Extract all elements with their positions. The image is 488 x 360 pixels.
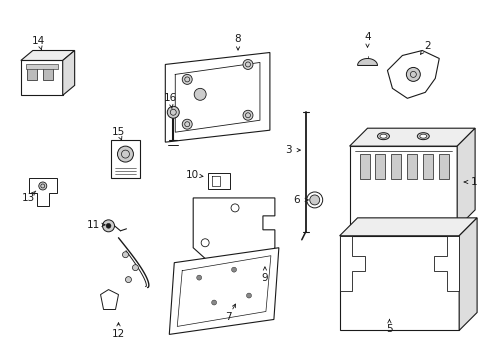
- Polygon shape: [339, 236, 458, 330]
- Polygon shape: [423, 154, 432, 179]
- Polygon shape: [359, 154, 369, 179]
- Polygon shape: [407, 154, 416, 179]
- Polygon shape: [110, 140, 140, 178]
- Polygon shape: [357, 58, 377, 66]
- Text: 1: 1: [470, 177, 476, 187]
- Text: 16: 16: [163, 93, 177, 103]
- Circle shape: [211, 300, 216, 305]
- Polygon shape: [339, 236, 364, 291]
- Circle shape: [182, 75, 192, 84]
- Polygon shape: [101, 289, 118, 310]
- Polygon shape: [42, 68, 53, 80]
- Polygon shape: [438, 154, 448, 179]
- Text: 2: 2: [423, 41, 430, 50]
- Text: 3: 3: [285, 145, 291, 155]
- Text: 11: 11: [87, 220, 100, 230]
- Text: 9: 9: [261, 273, 268, 283]
- Text: 4: 4: [364, 32, 370, 41]
- Polygon shape: [169, 248, 278, 334]
- Polygon shape: [456, 128, 474, 228]
- Text: 8: 8: [234, 33, 241, 44]
- Circle shape: [182, 119, 192, 129]
- Ellipse shape: [416, 133, 428, 140]
- Circle shape: [132, 265, 138, 271]
- Circle shape: [246, 293, 251, 298]
- Text: 7: 7: [224, 312, 231, 323]
- Circle shape: [194, 88, 206, 100]
- Polygon shape: [208, 173, 229, 189]
- Polygon shape: [349, 146, 456, 228]
- Ellipse shape: [379, 134, 386, 138]
- Polygon shape: [29, 178, 57, 206]
- Circle shape: [167, 106, 179, 118]
- Text: 10: 10: [185, 170, 198, 180]
- Polygon shape: [390, 154, 401, 179]
- Polygon shape: [165, 53, 269, 142]
- Text: 6: 6: [293, 195, 300, 205]
- Circle shape: [39, 182, 47, 190]
- Ellipse shape: [419, 134, 426, 138]
- Circle shape: [122, 252, 128, 258]
- Polygon shape: [62, 50, 75, 95]
- Circle shape: [243, 110, 252, 120]
- Polygon shape: [349, 128, 474, 146]
- Polygon shape: [339, 218, 476, 236]
- Polygon shape: [26, 64, 58, 69]
- Circle shape: [231, 267, 236, 272]
- Text: 12: 12: [112, 329, 125, 339]
- Circle shape: [306, 192, 322, 208]
- Ellipse shape: [377, 133, 388, 140]
- Text: 15: 15: [112, 127, 125, 137]
- Polygon shape: [27, 68, 37, 80]
- Circle shape: [117, 146, 133, 162]
- Circle shape: [243, 59, 252, 69]
- Polygon shape: [21, 60, 62, 95]
- Circle shape: [196, 275, 201, 280]
- Text: 13: 13: [22, 193, 36, 203]
- Circle shape: [125, 276, 131, 283]
- Circle shape: [106, 223, 111, 228]
- Polygon shape: [21, 50, 75, 60]
- Text: 14: 14: [32, 36, 45, 46]
- Polygon shape: [458, 218, 476, 330]
- Polygon shape: [193, 198, 274, 266]
- Circle shape: [102, 220, 114, 232]
- Polygon shape: [433, 236, 458, 291]
- Circle shape: [309, 195, 319, 205]
- Polygon shape: [386, 50, 438, 98]
- Polygon shape: [375, 154, 385, 179]
- Text: 5: 5: [386, 324, 392, 334]
- Circle shape: [406, 67, 420, 81]
